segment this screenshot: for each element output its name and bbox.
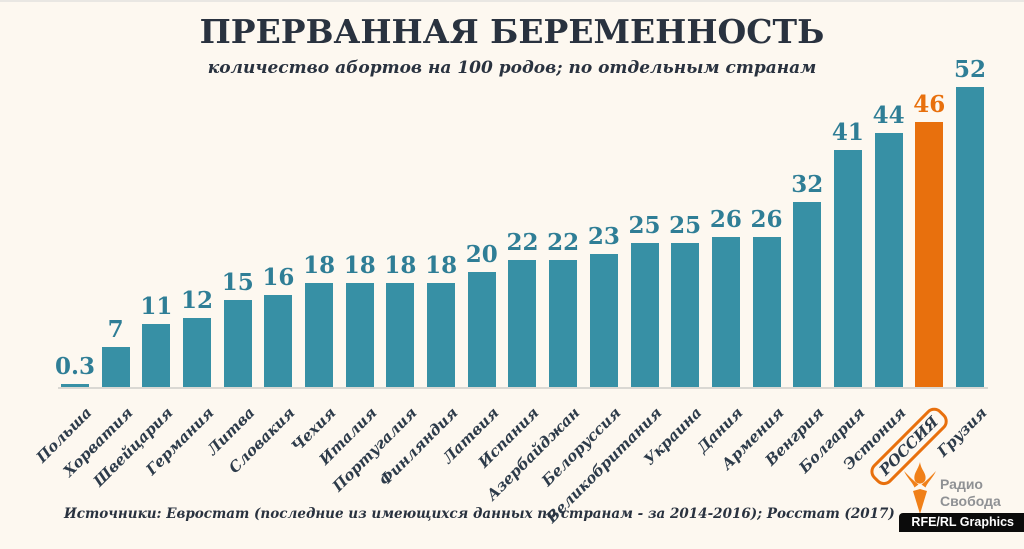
bar (508, 260, 537, 387)
bar-value-label: 25 (669, 211, 702, 239)
bar-value-label: 18 (343, 252, 376, 280)
bar (345, 283, 374, 387)
bar (671, 242, 700, 387)
bar-value-label: 23 (587, 223, 620, 251)
logo-text-line2: Свобода (940, 493, 1001, 509)
bar-value-label: 41 (831, 119, 864, 147)
bar-value-label: 22 (547, 229, 580, 257)
bar-value-label: 44 (872, 102, 905, 130)
bar (467, 271, 496, 387)
bar-value-label: 20 (465, 240, 498, 268)
bar (793, 202, 822, 387)
bar (915, 121, 944, 387)
bar-value-label: 18 (425, 252, 458, 280)
bar (101, 346, 130, 387)
radio-svoboda-logo: Радио Свобода (900, 462, 1024, 514)
bar (833, 150, 862, 387)
bar-value-label: 15 (221, 269, 254, 297)
bar-value-label: 26 (750, 206, 783, 233)
bar (386, 283, 415, 387)
bar-value-label: 32 (791, 171, 824, 199)
bar-value-label: 18 (303, 252, 336, 280)
bar-value-label: 11 (140, 292, 173, 320)
bar (549, 260, 578, 387)
bar-value-label: 25 (628, 211, 661, 239)
torch-icon (904, 462, 936, 514)
bar (305, 283, 334, 387)
bar (223, 300, 252, 387)
chart-subtitle: количество абортов на 100 родов; по отде… (207, 58, 817, 78)
graphics-badge: RFE/RL Graphics (899, 513, 1024, 532)
bar (874, 133, 903, 387)
bar (630, 242, 659, 387)
bar-value-label: 46 (913, 90, 946, 118)
logo-text: Радио Свобода (940, 476, 1001, 510)
bar-value-label: 0.3 (54, 353, 95, 380)
bar (142, 323, 171, 387)
bar (264, 294, 293, 387)
bar-value-label: 7 (107, 315, 124, 343)
infographic-page: { "title": "ПРЕРВАННАЯ БЕРЕМЕННОСТЬ", "s… (0, 0, 1024, 532)
bar (711, 237, 740, 387)
bar (752, 237, 781, 387)
bar (183, 317, 212, 387)
x-axis-line (58, 387, 988, 389)
chart-area: 0.3 Польша 7 Хорватия 11 Швейцария 12 Германия 1… (0, 2, 1024, 534)
bar-value-label: 22 (506, 229, 539, 257)
logo-text-line1: Радио (940, 476, 983, 492)
bar-value-label: 18 (384, 252, 417, 280)
bar-value-label: 16 (262, 263, 295, 291)
bar (955, 87, 984, 387)
source-note: Источники: Евростат (последние из имеющи… (64, 506, 895, 522)
bar (61, 384, 89, 387)
bar (427, 283, 456, 387)
bar-value-label: 52 (953, 56, 986, 83)
bar (589, 254, 618, 387)
bar-value-label: 26 (709, 206, 742, 233)
chart-title: ПРЕРВАННАЯ БЕРЕМЕННОСТЬ (199, 12, 825, 51)
bar-value-label: 12 (181, 286, 214, 314)
